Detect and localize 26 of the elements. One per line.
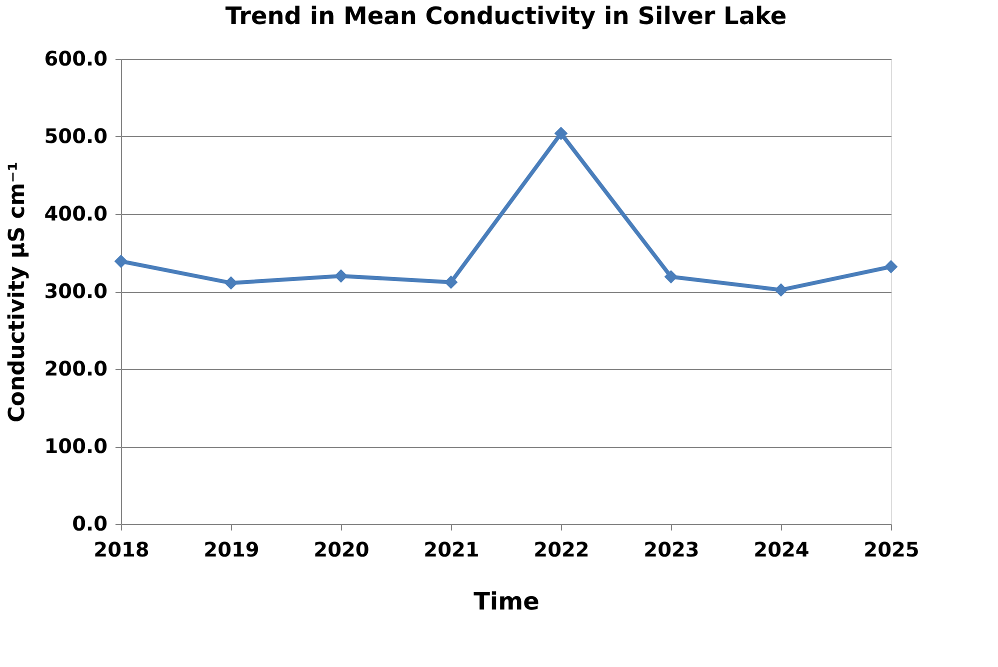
point — [444, 275, 458, 289]
y-tick-label: 600.0 — [44, 46, 108, 70]
point — [334, 269, 348, 283]
y-tick-label: 100.0 — [44, 434, 108, 458]
point — [554, 126, 568, 140]
point — [774, 283, 788, 297]
y-tick-label: 200.0 — [44, 356, 108, 380]
point — [884, 260, 898, 274]
x-axis-title: Time — [474, 588, 540, 616]
y-tick-label: 400.0 — [44, 202, 108, 226]
chart-title: Trend in Mean Conductivity in Silver Lake — [225, 2, 787, 30]
x-tick-label: 2025 — [864, 538, 920, 562]
y-tick-label: 500.0 — [44, 124, 108, 148]
y-axis-title: Conductivity µS cm⁻¹ — [5, 162, 30, 422]
x-tick-label: 2019 — [204, 538, 260, 562]
y-tick-label: 0.0 — [72, 512, 108, 536]
x-tick-label: 2021 — [424, 538, 480, 562]
x-tick-label: 2020 — [314, 538, 370, 562]
x-tick-label: 2018 — [94, 538, 150, 562]
x-tick-label: 2022 — [534, 538, 590, 562]
point — [114, 254, 128, 268]
point — [664, 270, 678, 284]
point — [224, 276, 238, 290]
y-tick-label: 300.0 — [44, 279, 108, 303]
x-tick-label: 2023 — [644, 538, 700, 562]
x-tick-label: 2024 — [754, 538, 810, 562]
